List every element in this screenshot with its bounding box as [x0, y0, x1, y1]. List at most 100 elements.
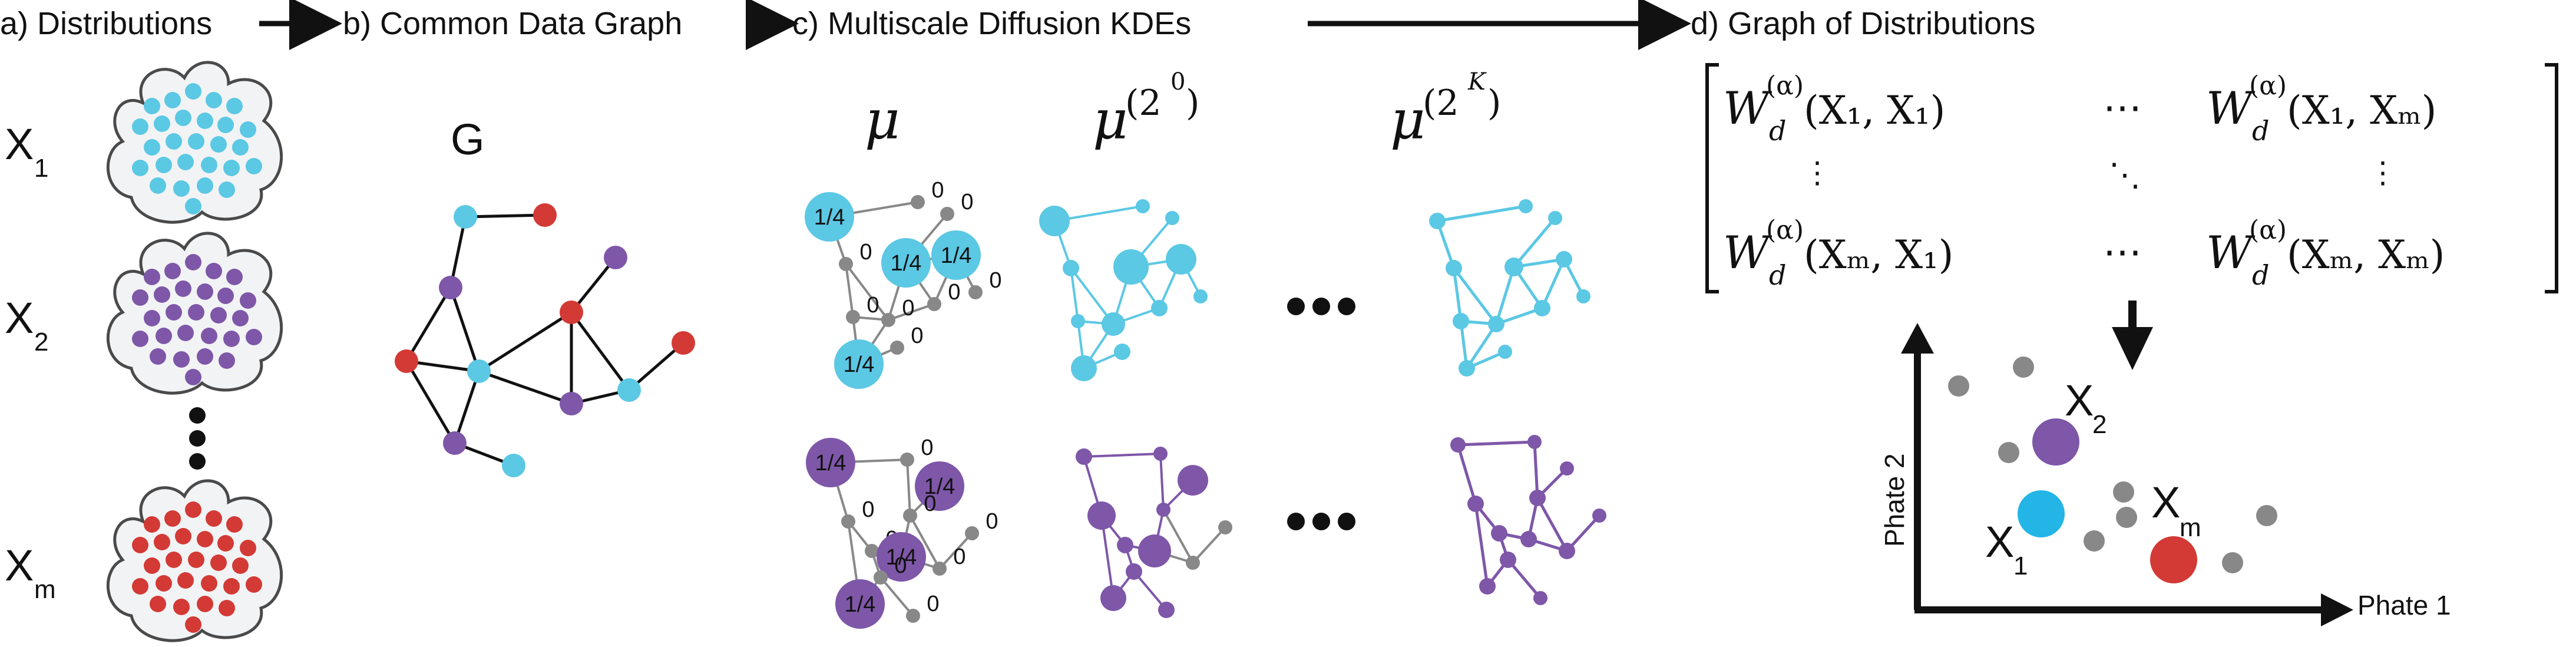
y-axis-label: Phate 2 — [1879, 453, 1910, 547]
sample-dot — [156, 157, 172, 173]
entry-1-1-args: (X₁, X₁) — [1804, 88, 1945, 133]
graph-node — [672, 331, 695, 355]
kde-node — [927, 297, 941, 311]
sample-dot — [154, 286, 170, 303]
kde-edge — [1452, 268, 1463, 322]
graph-node — [533, 203, 557, 227]
dist-label-2: X 2 — [5, 293, 48, 356]
sample-dot — [175, 280, 191, 297]
sample-dot — [166, 552, 182, 568]
kde-scale0-x2 — [1076, 447, 1232, 618]
panel-distributions: X 1 X 2 X m — [5, 61, 283, 642]
sample-dot — [197, 113, 213, 129]
graph-edge — [406, 359, 480, 373]
kde-weight-label: 1/4 — [941, 243, 972, 268]
kde-node — [911, 195, 925, 209]
kde-node — [1218, 520, 1232, 534]
kde-weight-label: 1/4 — [815, 451, 846, 476]
kde-node — [915, 461, 964, 511]
kde-node — [1063, 260, 1079, 276]
entry-m-m: W (α) d (Xₘ, Xₘ) — [2206, 215, 2445, 291]
embedding-label-x1: X 1 — [1985, 517, 2028, 580]
sample-dot — [232, 557, 249, 574]
kde-edge — [906, 459, 911, 516]
entry-m-m-sup: (α) — [2249, 215, 2287, 245]
kde-node — [1114, 344, 1130, 360]
entry-1-m-sub: d — [2252, 115, 2269, 147]
kde-edge — [1456, 444, 1477, 504]
sample-dot — [217, 117, 234, 133]
title-a: a) Distributions — [0, 6, 212, 41]
kde-edge — [1474, 503, 1489, 587]
kde-node — [1151, 300, 1168, 316]
embedding-label-x2: X 2 — [2065, 376, 2107, 439]
sample-dot — [132, 578, 148, 595]
ellipsis-dot — [1312, 298, 1330, 315]
sample-dot — [164, 92, 181, 108]
kde-node — [1193, 289, 1208, 303]
kde-node — [1429, 213, 1446, 229]
kde-node — [1138, 534, 1171, 567]
kde-weight-label: 0 — [911, 324, 923, 348]
sample-dot — [226, 516, 243, 533]
kde-node — [841, 514, 855, 529]
kde-node — [874, 570, 888, 585]
kde-weight-label: 0 — [921, 435, 933, 460]
kde-node — [877, 532, 926, 582]
sample-dot — [240, 540, 256, 556]
embedding-gray-points — [1948, 356, 2277, 573]
kde-node — [846, 310, 860, 324]
kde-node — [1071, 314, 1085, 328]
kde-node — [900, 453, 914, 467]
kde-edge — [879, 576, 914, 617]
kde-edge — [1540, 258, 1566, 309]
vdots-col-m: ⋮ — [2368, 156, 2398, 190]
sample-dot — [144, 98, 160, 114]
embedding-label-xm: X m — [2151, 478, 2201, 542]
graph-edge — [405, 360, 457, 444]
hdots-row-1: ⋯ — [2103, 85, 2142, 130]
sample-dot — [226, 98, 243, 114]
sample-dot — [206, 92, 222, 108]
sample-dot — [150, 596, 166, 612]
sample-dot — [154, 534, 170, 550]
matrix-left-bracket — [1705, 63, 1719, 293]
emb-x1-sub: 1 — [2013, 552, 2028, 580]
graph-node — [454, 205, 477, 229]
embedding-gray-point — [2222, 552, 2243, 573]
arrow-head — [2112, 327, 2153, 370]
embedding-point-xm — [2150, 536, 2197, 583]
graph-edge — [449, 216, 467, 288]
kde-weight-label: 0 — [862, 497, 874, 522]
sample-dot — [132, 118, 148, 135]
graph-edge — [449, 287, 481, 372]
kde-node — [865, 544, 879, 558]
entry-m-1-sub: d — [1769, 259, 1786, 291]
header-mu-2-K-exp: K — [1467, 68, 1487, 95]
sample-dot — [144, 516, 160, 533]
matrix-right-bracket — [2545, 63, 2558, 293]
sample-dot — [217, 288, 234, 304]
sample-dot — [132, 160, 148, 176]
kde-node — [881, 238, 931, 288]
kde-node — [805, 192, 854, 242]
kde-node — [1534, 300, 1550, 316]
kde-node — [931, 230, 981, 280]
kde-node — [932, 562, 947, 576]
sample-dot — [219, 352, 235, 369]
kde-weight-label: 1/4 — [891, 251, 922, 276]
sample-dot — [164, 510, 181, 527]
entry-m-1: W (α) d (Xₘ, X₁) — [1723, 215, 1953, 291]
ellipsis-dot — [1287, 513, 1305, 530]
embedding-point-x1 — [2018, 490, 2065, 537]
graph-node — [617, 378, 641, 402]
distribution-blob-m — [106, 479, 283, 642]
graph-node — [560, 301, 583, 324]
sample-dot — [246, 576, 262, 593]
kde-edge — [845, 263, 889, 321]
sample-dot — [132, 537, 148, 553]
header-mu-2-0-base: (2 — [1125, 82, 1162, 124]
kde-weight-label: 0 — [989, 268, 1001, 293]
kde-edge — [1192, 526, 1226, 564]
